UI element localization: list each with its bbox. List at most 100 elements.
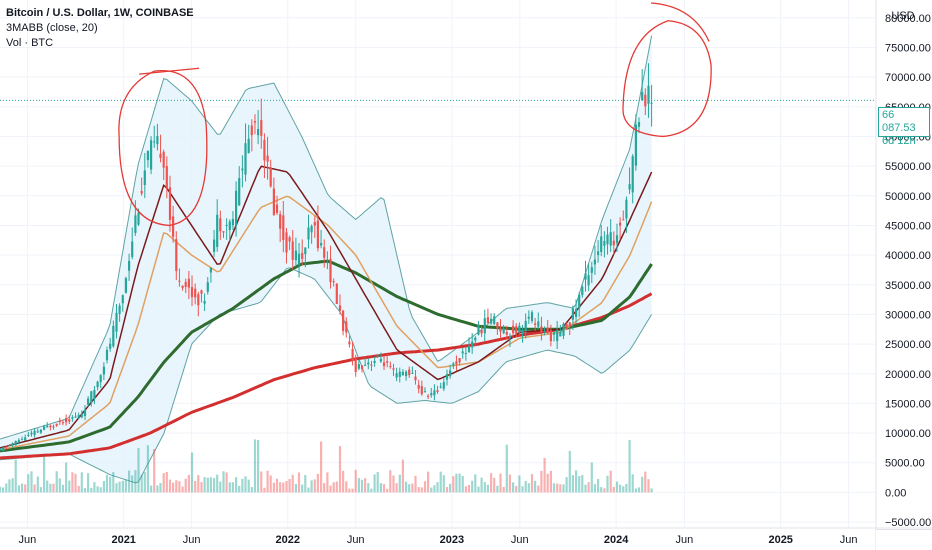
x-tick-label: 2021 — [111, 534, 135, 546]
indicator-bands-label[interactable]: 3MABB (close, 20) — [6, 22, 98, 34]
last-price-tag: 66 087.53 6d 12h — [878, 107, 930, 147]
volume-bar — [543, 458, 546, 493]
x-tick-label: 2024 — [604, 534, 629, 546]
candle-body — [96, 381, 99, 388]
candle-body — [420, 386, 423, 395]
candle-body — [464, 353, 467, 354]
volume-bar — [209, 477, 212, 493]
volume-bar — [275, 478, 279, 493]
volume-bar — [285, 481, 288, 493]
candle-body — [77, 415, 80, 418]
volume-bar — [471, 480, 474, 493]
candle-body — [546, 327, 549, 334]
volume-bar — [530, 474, 534, 493]
candle-body — [593, 259, 596, 265]
volume-bar — [571, 475, 574, 493]
volume-bar — [175, 480, 178, 493]
volume-bar — [502, 487, 505, 493]
volume-bar — [335, 481, 338, 493]
volume-bar — [338, 446, 342, 493]
volume-bar — [568, 450, 571, 493]
volume-bar — [71, 472, 74, 493]
volume-bar — [370, 488, 373, 493]
candle-body — [140, 191, 143, 194]
candle-body — [367, 362, 370, 365]
candle-body — [178, 280, 181, 282]
candle-body — [615, 235, 619, 244]
candle-body — [625, 199, 628, 219]
candle-body — [194, 288, 197, 298]
candle-body — [486, 317, 489, 324]
candle-body — [109, 343, 112, 349]
candle-body — [493, 316, 496, 325]
candle-body — [304, 247, 307, 255]
currency-selector[interactable]: USD — [891, 10, 915, 22]
volume-bar — [2, 487, 5, 493]
volume-bar — [109, 476, 112, 493]
candle-body — [587, 275, 590, 286]
chart-legend: Bitcoin / U.S. Dollar, 1W, COINBASE 3MAB… — [6, 6, 194, 51]
candle-body — [118, 305, 121, 314]
volume-bar — [172, 482, 175, 493]
volume-bar — [427, 471, 430, 493]
y-tick-label: 55000.00 — [885, 161, 931, 173]
volume-bar — [637, 487, 641, 493]
volume-bar — [565, 477, 568, 493]
candle-body — [590, 267, 593, 273]
y-tick-label: 30000.00 — [885, 309, 931, 321]
volume-bar — [33, 484, 36, 493]
volume-bar — [216, 474, 219, 493]
volume-bar — [316, 473, 319, 493]
volume-bar — [581, 475, 584, 493]
y-tick-label: 75000.00 — [885, 43, 931, 55]
candle-body — [348, 341, 351, 345]
indicator-volume-label[interactable]: Vol · BTC — [6, 37, 54, 49]
candle-body — [559, 331, 562, 337]
volume-bar — [282, 482, 285, 493]
volume-bar — [556, 483, 559, 493]
candle-body — [90, 391, 93, 403]
volume-bar — [414, 475, 417, 493]
x-tick-label: 2023 — [440, 534, 464, 546]
candle-body — [46, 425, 49, 428]
volume-bar — [650, 488, 653, 493]
candle-body — [386, 361, 389, 363]
volume-bar — [297, 472, 301, 493]
volume-bar — [600, 487, 603, 493]
candle-body — [512, 325, 515, 334]
candle-body — [288, 237, 291, 242]
candle-body — [244, 143, 247, 175]
candle-body — [27, 434, 30, 436]
candle-body — [445, 374, 449, 380]
x-tick-label: Jun — [676, 534, 694, 546]
symbol-title[interactable]: Bitcoin / U.S. Dollar, 1W, COINBASE — [6, 7, 194, 19]
y-tick-label: 25000.00 — [885, 339, 931, 351]
volume-bar — [55, 471, 58, 493]
candle-body — [606, 234, 609, 245]
candle-body — [474, 337, 477, 341]
candle-body — [335, 283, 338, 304]
y-tick-label: 15000.00 — [885, 398, 931, 410]
volume-bar — [474, 474, 477, 493]
candle-body — [480, 330, 483, 334]
candle-body — [99, 375, 102, 383]
candle-body — [449, 370, 452, 377]
bollinger-upper-line — [0, 35, 653, 440]
volume-bar — [93, 482, 96, 493]
candle-body — [338, 305, 342, 311]
volume-bar — [499, 473, 502, 493]
candle-body — [105, 350, 109, 361]
volume-bar — [115, 483, 118, 493]
candle-body — [452, 363, 455, 366]
volume-bar — [508, 474, 511, 493]
candle-body — [467, 346, 471, 353]
volume-bar — [150, 485, 153, 493]
volume-bar — [634, 488, 637, 493]
candle-body — [71, 417, 74, 419]
candle-body — [187, 278, 190, 288]
volume-bar — [159, 483, 162, 493]
candle-body — [285, 232, 288, 253]
volume-bar — [194, 481, 197, 493]
volume-bar — [354, 469, 357, 493]
